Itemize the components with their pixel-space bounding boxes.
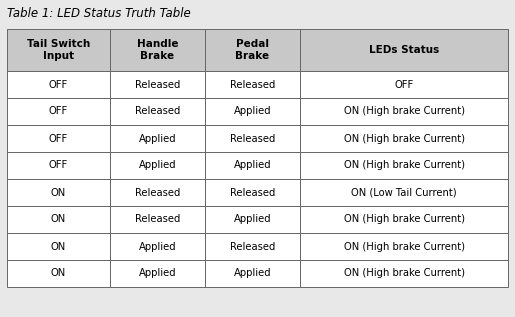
Text: ON (High brake Current): ON (High brake Current): [344, 215, 465, 224]
Bar: [205, 233, 300, 260]
Bar: [7, 233, 110, 260]
Bar: [110, 29, 205, 71]
Bar: [205, 179, 300, 206]
Text: OFF: OFF: [49, 160, 68, 171]
Text: Tail Switch
Input: Tail Switch Input: [27, 39, 90, 61]
Text: Pedal
Brake: Pedal Brake: [235, 39, 269, 61]
Text: ON (High brake Current): ON (High brake Current): [344, 268, 465, 279]
Bar: [110, 179, 205, 206]
Bar: [300, 206, 508, 233]
Text: LEDs Status: LEDs Status: [369, 45, 439, 55]
Bar: [110, 125, 205, 152]
Text: Released: Released: [230, 242, 275, 251]
Text: OFF: OFF: [49, 80, 68, 89]
Text: Applied: Applied: [139, 268, 176, 279]
Bar: [7, 152, 110, 179]
Bar: [7, 260, 110, 287]
Text: Applied: Applied: [139, 242, 176, 251]
Text: OFF: OFF: [394, 80, 414, 89]
Bar: [7, 179, 110, 206]
Text: Handle
Brake: Handle Brake: [136, 39, 178, 61]
Bar: [300, 71, 508, 98]
Bar: [110, 260, 205, 287]
Text: ON (Low Tail Current): ON (Low Tail Current): [351, 187, 457, 197]
Text: Applied: Applied: [139, 160, 176, 171]
Bar: [7, 206, 110, 233]
Bar: [300, 233, 508, 260]
Bar: [7, 29, 110, 71]
Bar: [110, 98, 205, 125]
Bar: [110, 233, 205, 260]
Bar: [7, 71, 110, 98]
Text: OFF: OFF: [49, 107, 68, 117]
Text: Applied: Applied: [139, 133, 176, 144]
Text: Applied: Applied: [234, 215, 271, 224]
Text: OFF: OFF: [49, 133, 68, 144]
Text: Released: Released: [230, 187, 275, 197]
Bar: [300, 98, 508, 125]
Bar: [205, 206, 300, 233]
Text: Applied: Applied: [234, 160, 271, 171]
Bar: [110, 71, 205, 98]
Text: Released: Released: [134, 80, 180, 89]
Bar: [205, 29, 300, 71]
Bar: [300, 125, 508, 152]
Bar: [110, 206, 205, 233]
Bar: [300, 29, 508, 71]
Bar: [110, 152, 205, 179]
Text: ON (High brake Current): ON (High brake Current): [344, 107, 465, 117]
Bar: [300, 152, 508, 179]
Text: Released: Released: [134, 107, 180, 117]
Text: ON (High brake Current): ON (High brake Current): [344, 242, 465, 251]
Text: ON: ON: [50, 187, 66, 197]
Bar: [205, 125, 300, 152]
Bar: [300, 260, 508, 287]
Bar: [205, 260, 300, 287]
Bar: [205, 71, 300, 98]
Bar: [205, 98, 300, 125]
Text: Released: Released: [230, 133, 275, 144]
Text: ON: ON: [50, 268, 66, 279]
Bar: [7, 98, 110, 125]
Bar: [7, 125, 110, 152]
Bar: [300, 179, 508, 206]
Text: ON (High brake Current): ON (High brake Current): [344, 160, 465, 171]
Text: Applied: Applied: [234, 268, 271, 279]
Text: ON (High brake Current): ON (High brake Current): [344, 133, 465, 144]
Text: ON: ON: [50, 242, 66, 251]
Text: Released: Released: [230, 80, 275, 89]
Text: Table 1: LED Status Truth Table: Table 1: LED Status Truth Table: [7, 7, 191, 20]
Text: Released: Released: [134, 187, 180, 197]
Text: Released: Released: [134, 215, 180, 224]
Text: ON: ON: [50, 215, 66, 224]
Bar: [205, 152, 300, 179]
Text: Applied: Applied: [234, 107, 271, 117]
